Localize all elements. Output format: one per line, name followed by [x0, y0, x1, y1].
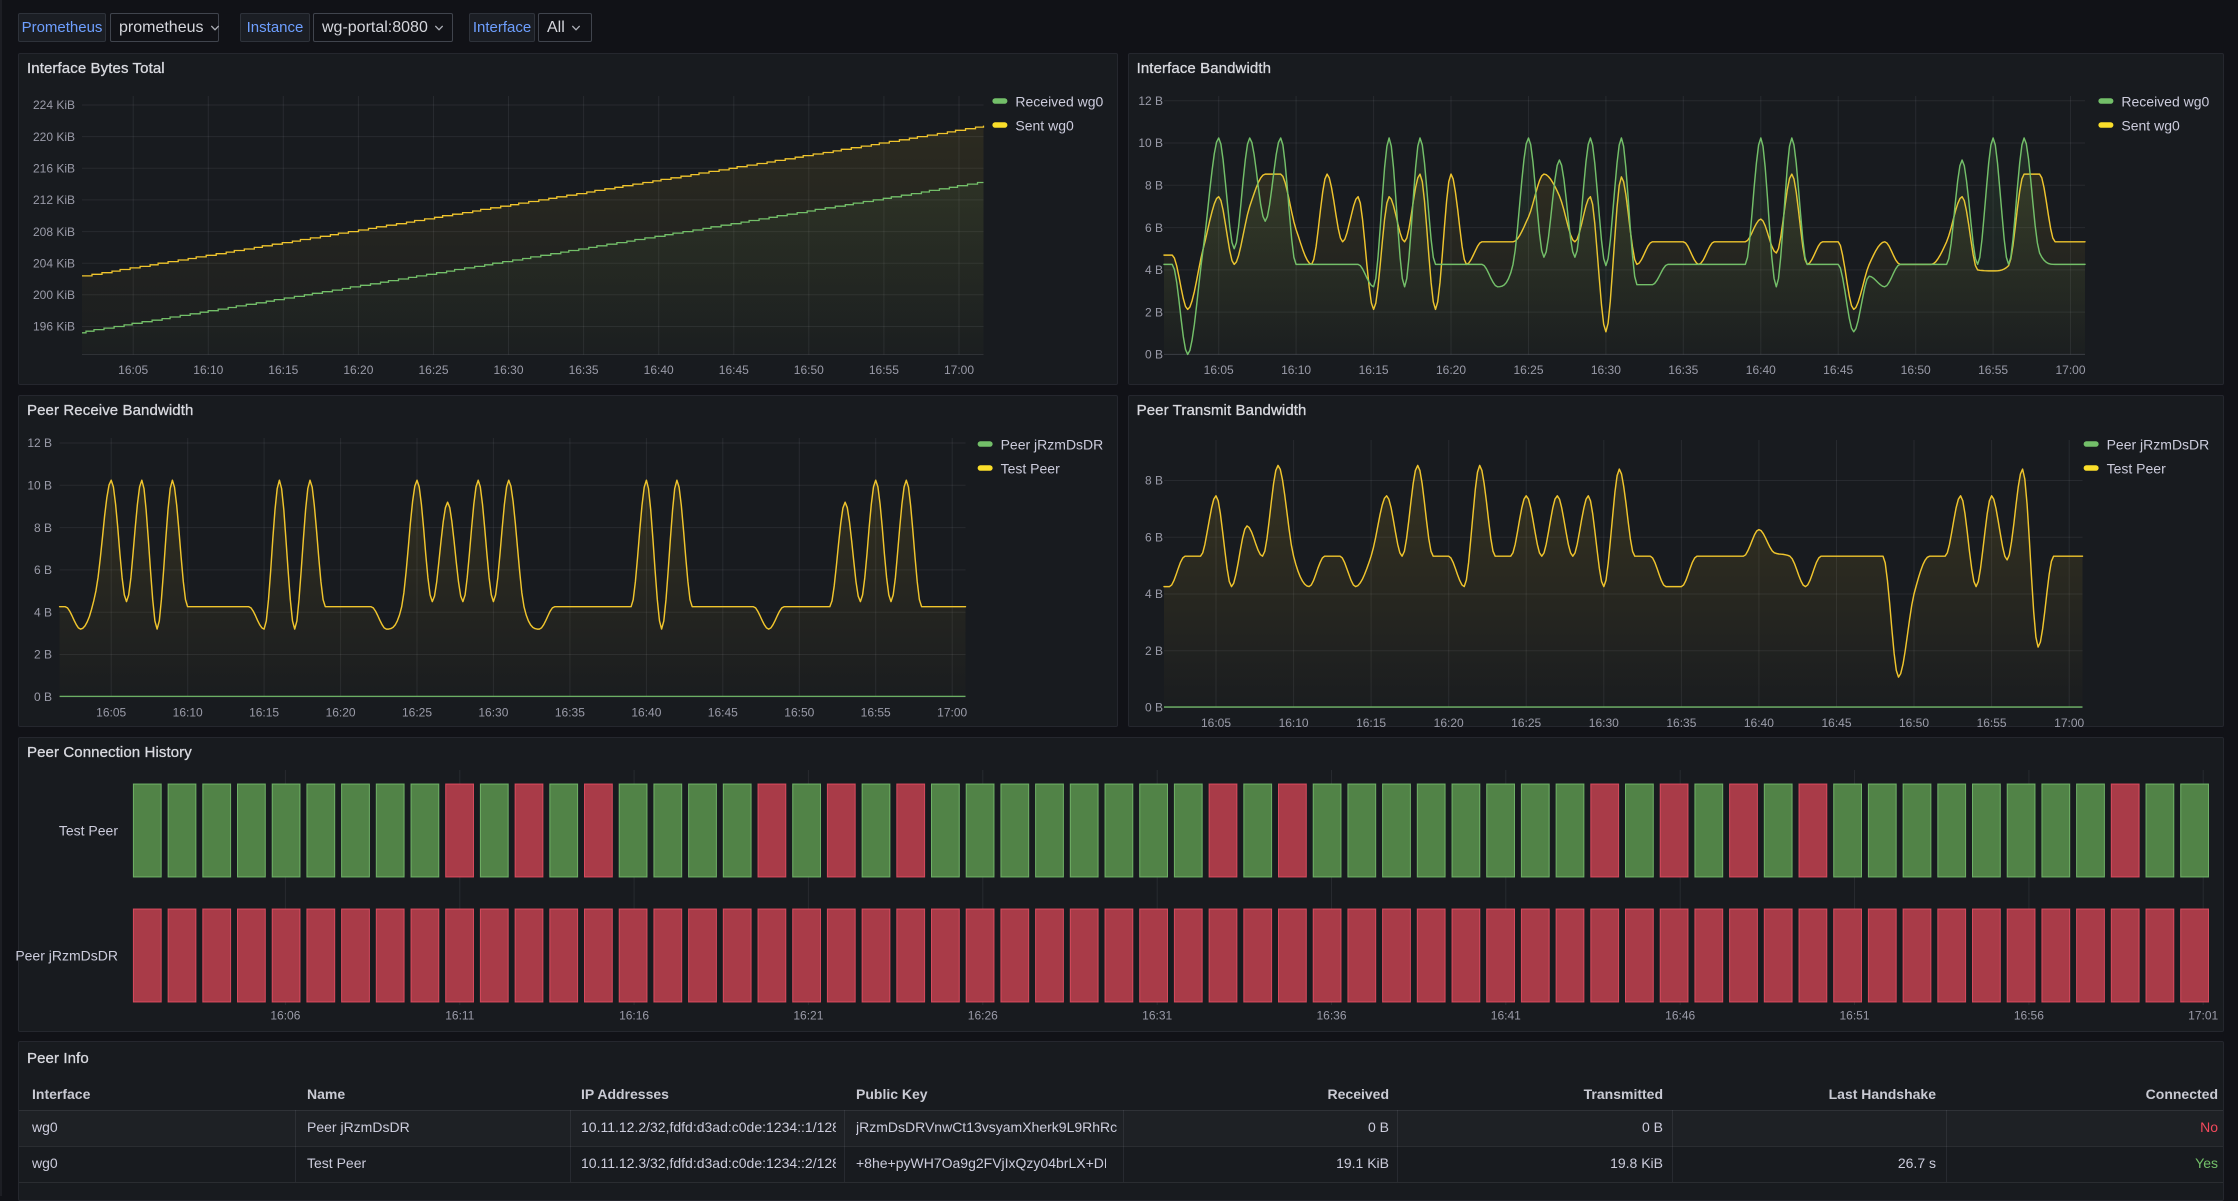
svg-text:16:20: 16:20	[343, 363, 373, 377]
svg-text:4 B: 4 B	[1145, 263, 1163, 277]
svg-text:212 KiB: 212 KiB	[33, 193, 75, 207]
svg-text:2 B: 2 B	[1145, 305, 1163, 319]
svg-text:17:00: 17:00	[2054, 716, 2084, 730]
svg-text:16:35: 16:35	[1666, 716, 1696, 730]
svg-text:16:25: 16:25	[402, 706, 432, 720]
svg-text:220 KiB: 220 KiB	[33, 130, 75, 144]
svg-text:16:10: 16:10	[1281, 363, 1311, 377]
svg-text:208 KiB: 208 KiB	[33, 225, 75, 239]
svg-text:Received wg0: Received wg0	[1015, 93, 1103, 109]
svg-text:16:16: 16:16	[619, 1009, 649, 1023]
svg-text:16:25: 16:25	[418, 363, 448, 377]
svg-text:17:00: 17:00	[2055, 363, 2085, 377]
svg-text:16:55: 16:55	[869, 363, 899, 377]
svg-text:16:50: 16:50	[1901, 363, 1931, 377]
svg-text:16:15: 16:15	[1356, 716, 1386, 730]
svg-text:16:55: 16:55	[1978, 363, 2008, 377]
svg-text:12 B: 12 B	[1138, 94, 1163, 108]
svg-text:0 B: 0 B	[34, 690, 52, 704]
svg-text:12 B: 12 B	[27, 436, 52, 450]
svg-text:16:50: 16:50	[794, 363, 824, 377]
svg-text:16:26: 16:26	[968, 1009, 998, 1023]
svg-text:16:55: 16:55	[861, 706, 891, 720]
svg-text:16:40: 16:40	[1746, 363, 1776, 377]
svg-text:16:11: 16:11	[445, 1009, 474, 1023]
svg-text:Test Peer: Test Peer	[1001, 460, 1060, 476]
svg-text:16:21: 16:21	[793, 1009, 823, 1023]
svg-text:16:35: 16:35	[555, 706, 585, 720]
svg-text:16:30: 16:30	[1589, 716, 1619, 730]
svg-text:16:05: 16:05	[1204, 363, 1234, 377]
svg-text:4 B: 4 B	[1145, 587, 1163, 601]
svg-text:16:10: 16:10	[173, 706, 203, 720]
svg-text:16:35: 16:35	[1668, 363, 1698, 377]
svg-text:16:35: 16:35	[569, 363, 599, 377]
svg-text:Peer jRzmDsDR: Peer jRzmDsDR	[2107, 436, 2210, 452]
svg-text:Test Peer: Test Peer	[59, 823, 118, 839]
svg-text:16:31: 16:31	[1142, 1009, 1172, 1023]
svg-text:16:41: 16:41	[1491, 1009, 1521, 1023]
svg-text:17:01: 17:01	[2188, 1009, 2218, 1023]
svg-text:16:05: 16:05	[118, 363, 148, 377]
svg-text:17:00: 17:00	[937, 706, 967, 720]
svg-text:16:40: 16:40	[1744, 716, 1774, 730]
svg-text:16:10: 16:10	[1279, 716, 1309, 730]
svg-text:16:30: 16:30	[493, 363, 523, 377]
svg-text:16:55: 16:55	[1977, 716, 2007, 730]
svg-text:Sent wg0: Sent wg0	[2121, 117, 2180, 133]
svg-text:16:30: 16:30	[478, 706, 508, 720]
svg-text:200 KiB: 200 KiB	[33, 288, 75, 302]
svg-text:2 B: 2 B	[1145, 644, 1163, 658]
svg-text:16:45: 16:45	[1823, 363, 1853, 377]
svg-text:Received wg0: Received wg0	[2121, 93, 2209, 109]
svg-text:16:06: 16:06	[270, 1009, 300, 1023]
svg-text:Peer jRzmDsDR: Peer jRzmDsDR	[15, 948, 118, 964]
svg-text:16:20: 16:20	[1436, 363, 1466, 377]
svg-text:224 KiB: 224 KiB	[33, 98, 75, 112]
svg-text:16:45: 16:45	[708, 706, 738, 720]
svg-text:16:36: 16:36	[1316, 1009, 1346, 1023]
svg-text:16:15: 16:15	[268, 363, 298, 377]
svg-text:8 B: 8 B	[34, 521, 52, 535]
svg-text:16:30: 16:30	[1591, 363, 1621, 377]
svg-text:17:00: 17:00	[944, 363, 974, 377]
svg-text:16:25: 16:25	[1513, 363, 1543, 377]
svg-text:16:50: 16:50	[1899, 716, 1929, 730]
svg-text:0 B: 0 B	[1145, 348, 1163, 362]
svg-text:16:46: 16:46	[1665, 1009, 1695, 1023]
svg-text:16:20: 16:20	[326, 706, 356, 720]
svg-text:8 B: 8 B	[1145, 179, 1163, 193]
svg-text:8 B: 8 B	[1145, 474, 1163, 488]
svg-text:16:15: 16:15	[1359, 363, 1389, 377]
svg-text:10 B: 10 B	[27, 479, 52, 493]
svg-text:216 KiB: 216 KiB	[33, 162, 75, 176]
svg-text:16:40: 16:40	[644, 363, 674, 377]
svg-text:2 B: 2 B	[34, 648, 52, 662]
svg-text:16:10: 16:10	[193, 363, 223, 377]
svg-text:16:45: 16:45	[1821, 716, 1851, 730]
svg-text:204 KiB: 204 KiB	[33, 256, 75, 270]
svg-text:Peer jRzmDsDR: Peer jRzmDsDR	[1001, 436, 1104, 452]
svg-text:4 B: 4 B	[34, 605, 52, 619]
svg-text:16:56: 16:56	[2014, 1009, 2044, 1023]
svg-text:10 B: 10 B	[1138, 136, 1163, 150]
svg-text:16:25: 16:25	[1511, 716, 1541, 730]
svg-text:16:20: 16:20	[1434, 716, 1464, 730]
svg-text:0 B: 0 B	[1145, 701, 1163, 715]
svg-text:6 B: 6 B	[34, 563, 52, 577]
svg-text:196 KiB: 196 KiB	[33, 320, 75, 334]
svg-text:16:45: 16:45	[719, 363, 749, 377]
svg-text:Sent wg0: Sent wg0	[1015, 117, 1074, 133]
svg-text:16:05: 16:05	[96, 706, 126, 720]
svg-text:Test Peer: Test Peer	[2107, 460, 2166, 476]
svg-text:16:40: 16:40	[631, 706, 661, 720]
svg-text:16:51: 16:51	[1839, 1009, 1869, 1023]
svg-text:16:15: 16:15	[249, 706, 279, 720]
svg-text:6 B: 6 B	[1145, 530, 1163, 544]
svg-text:16:05: 16:05	[1201, 716, 1231, 730]
svg-text:6 B: 6 B	[1145, 221, 1163, 235]
svg-text:16:50: 16:50	[784, 706, 814, 720]
